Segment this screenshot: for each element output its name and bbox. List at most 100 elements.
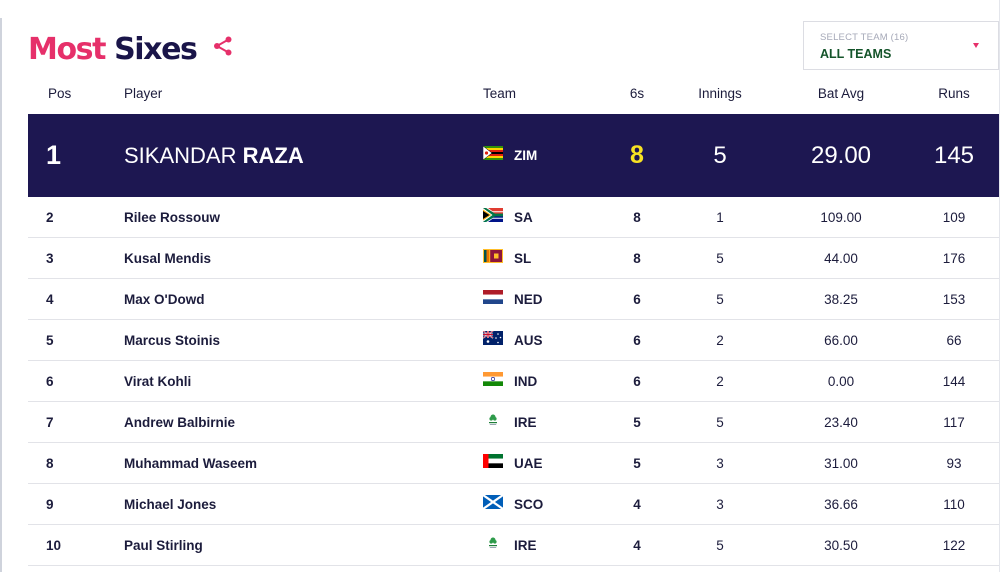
- column-header-pos[interactable]: Pos: [48, 86, 72, 101]
- table-row[interactable]: 5 Marcus Stoinis AUS 6 2 66.00 66: [28, 320, 999, 361]
- row-team-code: AUS: [514, 333, 543, 348]
- netherlands-flag-icon: [483, 290, 503, 304]
- caret-down-icon: [973, 43, 979, 48]
- leader-player-name[interactable]: SIKANDAR RAZA: [124, 114, 304, 197]
- table-row[interactable]: 4 Max O'Dowd NED 6 5 38.25 153: [28, 279, 999, 320]
- row-bat-avg: 31.00: [824, 456, 858, 471]
- column-header-runs[interactable]: Runs: [938, 86, 970, 101]
- table-row[interactable]: 6 Virat Kohli IND 6 2 0.00 144: [28, 361, 999, 402]
- page-header: Most Sixes: [28, 28, 235, 78]
- right-border: [999, 0, 1000, 572]
- row-pos: 8: [46, 456, 54, 471]
- row-pos: 5: [46, 333, 54, 348]
- page-title: Most Sixes: [28, 28, 198, 72]
- row-player-name[interactable]: Muhammad Waseem: [124, 456, 258, 471]
- row-bat-avg: 0.00: [827, 374, 855, 389]
- row-player-name[interactable]: Rilee Rossouw: [124, 210, 221, 225]
- scotland-flag-icon: [483, 495, 503, 509]
- row-innings: 5: [716, 251, 724, 266]
- row-bat-avg: 109.00: [820, 210, 862, 225]
- table-row[interactable]: 9 Michael Jones SCO 4 3 36.66 110: [28, 484, 999, 525]
- table-row[interactable]: 7 Andrew Balbirnie IRE 5 5 23.40 117: [28, 402, 999, 443]
- row-team-code: SA: [514, 210, 533, 225]
- row-runs: 176: [942, 251, 966, 266]
- column-header-innings[interactable]: Innings: [698, 86, 742, 101]
- row-pos: 10: [46, 538, 62, 553]
- row-sixes: 5: [633, 415, 641, 430]
- row-player-name[interactable]: Michael Jones: [124, 497, 217, 512]
- table-row[interactable]: 8 Muhammad Waseem UAE 5 3 31.00 93: [28, 443, 999, 484]
- leader-sixes: 8: [630, 141, 644, 169]
- row-sixes: 4: [633, 497, 641, 512]
- ireland-logo-icon: [483, 536, 503, 550]
- leader-first-name: SIKANDAR: [124, 143, 237, 168]
- row-innings: 3: [716, 456, 724, 471]
- row-innings: 3: [716, 497, 724, 512]
- team-select-value: ALL TEAMS: [820, 47, 892, 61]
- title-word-sixes: Sixes: [114, 32, 198, 67]
- row-player-name[interactable]: Paul Stirling: [124, 538, 203, 553]
- row-runs: 66: [946, 333, 962, 348]
- row-runs: 144: [942, 374, 966, 389]
- share-icon[interactable]: [211, 34, 235, 58]
- column-header-bat-avg[interactable]: Bat Avg: [817, 86, 865, 101]
- row-player-name[interactable]: Andrew Balbirnie: [124, 415, 236, 430]
- row-sixes: 6: [633, 292, 641, 307]
- team-select-dropdown[interactable]: SELECT TEAM (16) ALL TEAMS: [803, 21, 999, 70]
- ireland-logo-icon: [483, 413, 503, 427]
- row-sixes: 5: [633, 456, 641, 471]
- table-row[interactable]: 2 Rilee Rossouw SA 8 1 109.00 109: [28, 197, 999, 238]
- leader-team-code: ZIM: [514, 148, 538, 163]
- row-team-code: SCO: [514, 497, 544, 512]
- row-team-code: NED: [514, 292, 543, 307]
- row-team-code: SL: [514, 251, 532, 266]
- row-runs: 122: [942, 538, 966, 553]
- row-innings: 2: [716, 333, 724, 348]
- row-runs: 93: [946, 456, 962, 471]
- team-select-label: SELECT TEAM (16): [820, 32, 909, 43]
- row-pos: 6: [46, 374, 54, 389]
- zimbabwe-flag-icon: [483, 146, 503, 160]
- row-player-name[interactable]: Max O'Dowd: [124, 292, 205, 307]
- india-flag-icon: [483, 372, 503, 386]
- row-player-name[interactable]: Kusal Mendis: [124, 251, 212, 266]
- table-row[interactable]: 3 Kusal Mendis SL 8 5 44.00 176: [28, 238, 999, 279]
- column-header-player[interactable]: Player: [124, 86, 163, 101]
- row-innings: 1: [716, 210, 724, 225]
- row-pos: 7: [46, 415, 54, 430]
- title-word-most: Most: [28, 32, 106, 67]
- row-bat-avg: 44.00: [824, 251, 858, 266]
- row-pos: 2: [46, 210, 54, 225]
- uae-flag-icon: [483, 454, 503, 468]
- row-bat-avg: 23.40: [824, 415, 858, 430]
- left-border: [0, 18, 2, 572]
- row-team-code: UAE: [514, 456, 543, 471]
- row-innings: 5: [716, 292, 724, 307]
- row-runs: 110: [943, 497, 965, 512]
- sri-lanka-flag-icon: [483, 249, 503, 263]
- row-sixes: 6: [633, 333, 641, 348]
- south-africa-flag-icon: [483, 208, 503, 222]
- table-row[interactable]: 10 Paul Stirling IRE 4 5 30.50 122: [28, 525, 999, 566]
- column-header-team[interactable]: Team: [483, 86, 517, 101]
- australia-flag-icon: [483, 331, 503, 345]
- row-bat-avg: 66.00: [824, 333, 858, 348]
- leader-last-name: RAZA: [242, 143, 304, 168]
- row-pos: 4: [46, 292, 54, 307]
- column-header-sixes[interactable]: 6s: [629, 86, 645, 101]
- row-sixes: 6: [633, 374, 641, 389]
- row-team-code: IRE: [514, 538, 537, 553]
- row-runs: 153: [942, 292, 966, 307]
- row-team-code: IND: [514, 374, 538, 389]
- row-bat-avg: 38.25: [824, 292, 858, 307]
- row-player-name[interactable]: Marcus Stoinis: [124, 333, 221, 348]
- row-runs: 117: [943, 415, 965, 430]
- row-player-name[interactable]: Virat Kohli: [124, 374, 192, 389]
- row-sixes: 8: [633, 251, 641, 266]
- leader-runs: 145: [933, 142, 975, 169]
- row-sixes: 8: [633, 210, 641, 225]
- leader-innings: 5: [713, 142, 727, 169]
- leader-row[interactable]: 1 SIKANDAR RAZA ZIM 8 5 29.00 145: [28, 114, 999, 197]
- row-bat-avg: 36.66: [824, 497, 858, 512]
- row-pos: 9: [46, 497, 54, 512]
